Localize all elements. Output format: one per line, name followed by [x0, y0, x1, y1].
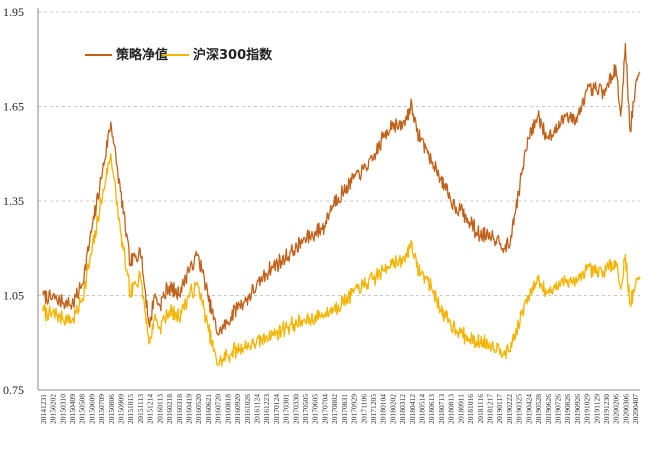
x-tick-label: 20150909 [117, 394, 126, 424]
x-tick-label: 20170929 [350, 394, 359, 424]
x-tick-label: 20160318 [175, 394, 184, 424]
x-tick-label: 20160419 [185, 394, 194, 424]
series-line-csi300 [42, 153, 641, 367]
x-tick-label: 20160720 [214, 394, 223, 424]
series-line-strategy [42, 42, 641, 336]
x-tick-label: 20190926 [573, 394, 582, 424]
x-tick-label: 20180514 [418, 394, 427, 424]
x-tick-label: 20141231 [39, 394, 48, 424]
x-tick-label: 20180713 [437, 394, 446, 424]
x-tick-label: 20200306 [621, 394, 630, 424]
x-tick-labels: 20141231 20150202 20150310 20150409 20150508… [39, 394, 640, 424]
x-tick-label: 20190325 [515, 394, 524, 424]
y-tick-label: 1.95 [3, 5, 24, 19]
x-tick-label: 20180104 [379, 394, 388, 424]
series-lines [42, 42, 641, 367]
x-tick-label: 20180412 [408, 394, 417, 424]
x-tick-label: 20181116 [476, 394, 485, 424]
x-tick-label: 20180911 [456, 394, 465, 424]
x-tick-label: 20180613 [427, 394, 436, 424]
axes [37, 8, 640, 391]
x-tick-label: 20151214 [146, 394, 155, 424]
x-tick-label: 20150609 [87, 394, 96, 424]
x-tick-label: 20170704 [320, 394, 329, 424]
y-tick-label: 1.05 [3, 289, 24, 303]
x-tick-label: 20171205 [369, 394, 378, 424]
x-tick-label: 20151015 [126, 394, 135, 424]
y-tick-label: 0.75 [3, 383, 24, 397]
x-tick-label: 20190726 [553, 394, 562, 424]
x-tick-label: 20171106 [359, 394, 368, 424]
x-tick-label: 20170301 [282, 394, 291, 424]
y-tick-label: 1.35 [3, 194, 24, 208]
x-tick-label: 20190528 [534, 394, 543, 424]
x-tick-label: 20170605 [311, 394, 320, 424]
x-tick-label: 20160520 [194, 394, 203, 424]
x-tick-label: 20150508 [78, 394, 87, 424]
x-tick-label: 20160621 [204, 394, 213, 424]
x-tick-label: 20190626 [544, 394, 553, 424]
x-tick-label: 20200206 [612, 394, 621, 424]
x-tick-label: 20161026 [243, 394, 252, 424]
legend: 策略净值 沪深300指数 [85, 47, 273, 63]
x-tick-label: 20180813 [447, 394, 456, 424]
x-tick-label: 20191230 [602, 394, 611, 424]
x-tick-label: 20170802 [330, 394, 339, 424]
x-tick-label: 20191129 [592, 394, 601, 424]
x-tick-label: 20190117 [495, 394, 504, 424]
x-tick-label: 20180312 [398, 394, 407, 424]
x-tick-label: 20161124 [252, 394, 261, 424]
x-tick-label: 20160818 [223, 394, 232, 424]
x-tick-label: 20160218 [165, 394, 174, 424]
x-tick-label: 20190826 [563, 394, 572, 424]
x-tick-label: 20150202 [49, 394, 58, 424]
x-tick-label: 20200407 [631, 394, 640, 424]
x-tick-label: 20170831 [340, 394, 349, 424]
x-tick-label: 20170330 [291, 394, 300, 424]
x-tick-label: 20150806 [107, 394, 116, 424]
x-tick-label: 20160113 [155, 394, 164, 424]
x-tick-label: 20181016 [466, 394, 475, 424]
x-tick-label: 20150409 [68, 394, 77, 424]
legend-label-csi300: 沪深300指数 [193, 47, 273, 63]
x-tick-label: 20170505 [301, 394, 310, 424]
y-tick-labels: 0.75 1.05 1.35 1.65 1.95 [3, 5, 24, 397]
x-tick-label: 20190424 [524, 394, 533, 424]
x-tick-label: 20180202 [388, 394, 397, 424]
x-tick-label: 20181217 [486, 394, 495, 424]
x-tick-label: 20150310 [58, 394, 67, 424]
x-tick-label: 20170124 [272, 394, 281, 424]
x-tick-label: 20150709 [97, 394, 106, 424]
x-tick-label: 20161223 [262, 394, 271, 424]
x-tick-label: 20151113 [136, 394, 145, 424]
y-tick-label: 1.65 [3, 100, 24, 114]
x-tick-label: 20190222 [505, 394, 514, 424]
x-tick-label: 20160920 [233, 394, 242, 424]
legend-label-strategy: 策略净值 [116, 47, 168, 63]
x-tick-label: 20191029 [583, 394, 592, 424]
